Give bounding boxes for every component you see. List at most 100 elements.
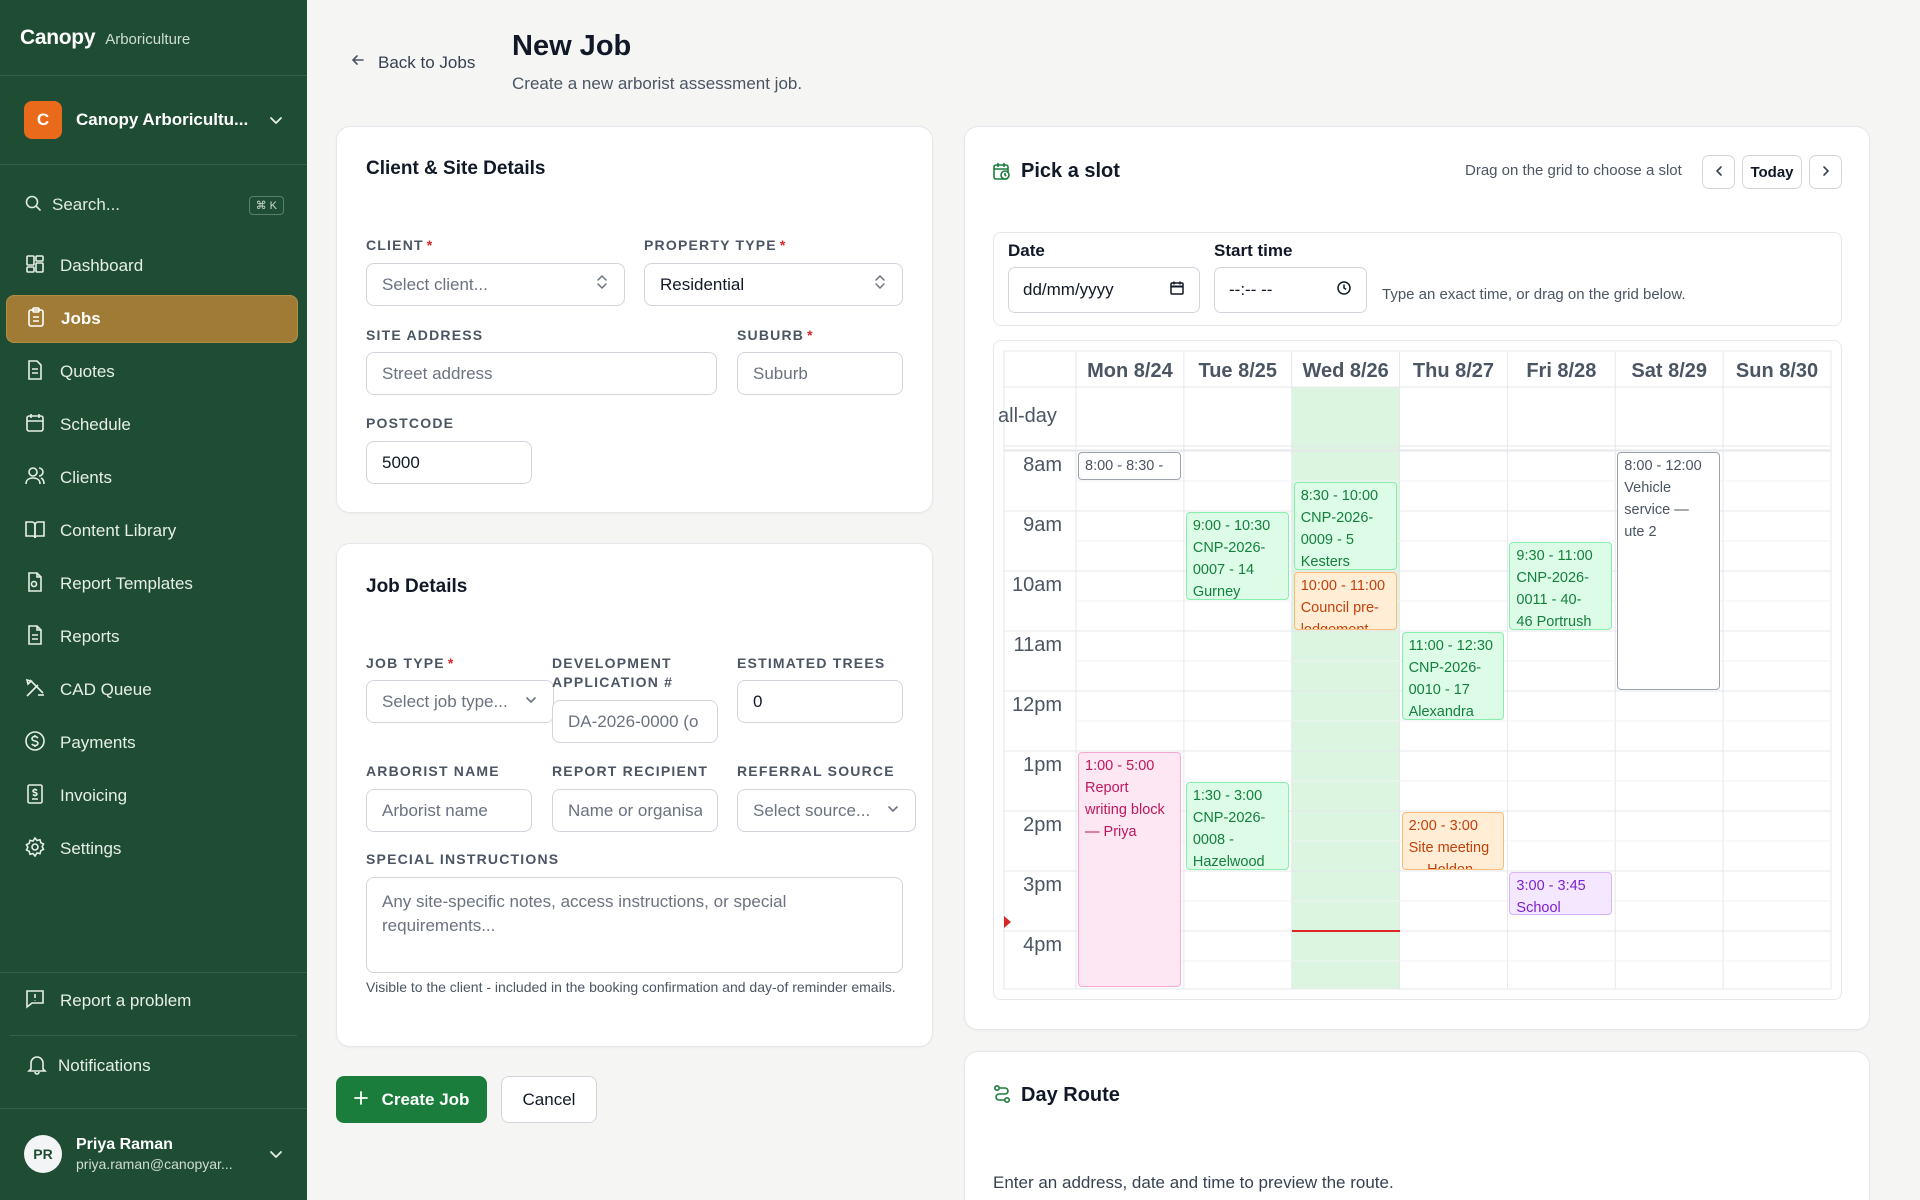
property-type-label: PROPERTY TYPE * — [644, 236, 786, 255]
arborist-name-label: ARBORIST NAME — [366, 763, 500, 779]
sidebar-item-dashboard[interactable]: Dashboard — [6, 242, 298, 290]
event-text: 0007 - 14 — [1192, 562, 1255, 578]
calendar-event[interactable]: 8:00 - 8:30 - — [1078, 452, 1181, 480]
event-text: Hazelwood — [1192, 854, 1265, 870]
sidebar-item-report-templates[interactable]: Report Templates — [6, 560, 298, 608]
create-job-label: Create Job — [381, 1089, 470, 1109]
clock-icon — [1336, 280, 1352, 301]
org-badge: C — [24, 101, 62, 139]
calendar-event[interactable]: 1:00 - 5:00 Report writing block — Priya — [1078, 752, 1181, 987]
event-text: 3:00 - 3:45 — [1516, 878, 1586, 894]
property-type-select[interactable]: Residential — [644, 263, 903, 306]
start-time-input[interactable]: --:-- -- — [1214, 267, 1367, 313]
postcode-value: 5000 — [382, 452, 420, 472]
sidebar-item-settings[interactable]: Settings — [6, 825, 298, 873]
referral-source-select[interactable]: Select source... — [737, 789, 916, 832]
date-input[interactable]: dd/mm/yyyy — [1008, 267, 1200, 313]
postcode-input[interactable]: 5000 — [366, 441, 532, 484]
notifications-button[interactable]: Notifications — [6, 1044, 298, 1088]
arborist-name-input[interactable]: Arborist name — [366, 789, 532, 832]
search-icon — [24, 194, 42, 217]
day-route-title: Day Route — [1021, 1084, 1120, 1106]
cancel-button[interactable]: Cancel — [501, 1076, 597, 1123]
calendar-event[interactable]: 11:00 - 12:30 CNP-2026- 0010 - 17 Alexandra — [1401, 632, 1505, 720]
client-select-value: Select client... — [382, 274, 488, 294]
now-indicator-line — [1291, 930, 1400, 932]
event-text: — Priya — [1085, 824, 1137, 840]
chevron-updown-icon — [873, 273, 887, 296]
da-label: DEVELOPMENT APPLICATION # — [552, 654, 673, 692]
special-instructions-textarea[interactable]: Any site-specific notes, access instruct… — [366, 877, 903, 973]
label-text: JOB TYPE — [366, 655, 445, 671]
calendar-event[interactable]: 8:30 - 10:00 CNP-2026- 0009 - 5 Kesters — [1293, 482, 1397, 570]
calendar-event[interactable]: 8:00 - 12:00 Vehicle service — ute 2 — [1617, 452, 1721, 690]
label-text: PROPERTY TYPE — [644, 237, 777, 253]
suburb-label: SUBURB * — [737, 326, 814, 345]
file-template-icon — [24, 571, 46, 598]
sidebar-item-jobs[interactable]: Jobs — [6, 295, 298, 343]
site-address-input[interactable]: Street address — [366, 352, 717, 395]
job-type-select[interactable]: Select job type... — [366, 680, 554, 723]
sidebar-item-reports[interactable]: Reports — [6, 613, 298, 661]
event-text: 46 Portrush — [1516, 614, 1592, 630]
day-route-card — [964, 1051, 1870, 1200]
calendar-event[interactable]: 3:00 - 3:45 School — [1509, 872, 1613, 915]
calendar-event[interactable]: 1:30 - 3:00 CNP-2026- 0008 - Hazelwood — [1185, 782, 1289, 870]
sidebar-item-label: Settings — [60, 839, 122, 858]
calendar-event[interactable]: 9:30 - 11:00 CNP-2026- 0011 - 40- 46 Portru… — [1509, 542, 1613, 630]
day-header: Sun 8/30 — [1735, 359, 1819, 382]
hour-label: 9am — [1023, 514, 1062, 536]
sidebar-item-invoicing[interactable]: Invoicing — [6, 772, 298, 820]
hour-label: 11am — [1013, 634, 1062, 656]
report-recipient-placeholder: Name or organisa — [568, 800, 702, 820]
estimated-trees-value: 0 — [753, 691, 763, 711]
now-indicator-arrow — [1004, 916, 1011, 928]
suburb-input[interactable]: Suburb — [737, 352, 903, 395]
estimated-trees-input[interactable]: 0 — [737, 680, 903, 723]
org-switcher[interactable]: C Canopy Arboricultu... — [24, 101, 284, 139]
start-time-hint: Type an exact time, or drag on the grid … — [1382, 286, 1686, 303]
today-button[interactable]: Today — [1742, 155, 1802, 189]
client-select[interactable]: Select client... — [366, 263, 625, 306]
calendar-event[interactable]: 2:00 - 3:00 Site meeting — Holden — [1401, 812, 1505, 870]
org-name: Canopy Arboricultu... — [76, 110, 249, 129]
day-header: Mon 8/24 — [1087, 359, 1173, 382]
document-icon — [24, 359, 46, 386]
sidebar-item-label: Content Library — [60, 521, 177, 540]
sidebar-item-schedule[interactable]: Schedule — [6, 401, 298, 449]
sidebar-item-label: Reports — [60, 627, 120, 646]
sidebar-search[interactable]: Search... ⌘ K — [24, 190, 284, 220]
divider — [0, 164, 307, 165]
create-job-button[interactable]: Create Job — [336, 1076, 487, 1123]
page-title: New Job — [512, 30, 632, 62]
event-text: 1:00 - 5:00 — [1085, 758, 1155, 774]
prev-week-button[interactable] — [1702, 155, 1735, 189]
avatar: PR — [24, 1135, 62, 1173]
sidebar-item-cad-queue[interactable]: CAD Queue — [6, 666, 298, 714]
da-number-input[interactable]: DA-2026-0000 (o — [552, 700, 718, 743]
sidebar-item-payments[interactable]: Payments — [6, 719, 298, 767]
calendar-event[interactable]: 10:00 - 11:00 Council pre-lodgement — [1293, 572, 1397, 630]
event-text: ute 2 — [1624, 524, 1657, 540]
sidebar-item-content-library[interactable]: Content Library — [6, 507, 298, 555]
notifications-label: Notifications — [58, 1056, 151, 1075]
clipboard-icon — [25, 306, 47, 333]
report-recipient-input[interactable]: Name or organisa — [552, 789, 718, 832]
report-problem-label: Report a problem — [60, 991, 192, 1010]
user-menu[interactable]: PR Priya Raman priya.raman@canopyar... — [24, 1134, 284, 1174]
sidebar-item-label: Clients — [60, 468, 112, 487]
next-week-button[interactable] — [1809, 155, 1842, 189]
book-icon — [24, 518, 46, 545]
estimated-trees-label: ESTIMATED TREES — [737, 655, 886, 671]
chevron-right-icon — [1820, 164, 1832, 181]
report-problem-button[interactable]: Report a problem — [6, 979, 298, 1023]
day-header: Sat 8/29 — [1631, 359, 1707, 382]
back-to-jobs-link[interactable]: Back to Jobs — [350, 52, 475, 73]
divider — [0, 75, 307, 76]
calendar-event[interactable]: 9:00 - 10:30 CNP-2026- 0007 - 14 Gurney — [1185, 512, 1289, 600]
sidebar-item-quotes[interactable]: Quotes — [6, 348, 298, 396]
day-header: Wed 8/26 — [1302, 359, 1389, 382]
sidebar-item-clients[interactable]: Clients — [6, 454, 298, 502]
referral-source-label: REFERRAL SOURCE — [737, 763, 895, 779]
week-calendar[interactable]: Mon 8/24 Tue 8/25 Wed 8/26 Thu 8/27 Fri 8/28… — [993, 340, 1842, 1000]
